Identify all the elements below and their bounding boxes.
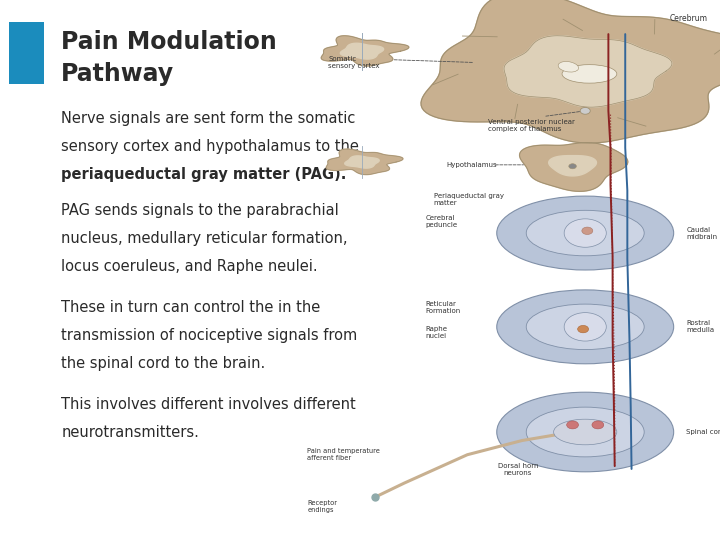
Ellipse shape: [526, 407, 644, 457]
Ellipse shape: [562, 65, 617, 83]
Circle shape: [580, 107, 590, 114]
Text: sensory cortex and hypothalamus to the: sensory cortex and hypothalamus to the: [61, 139, 359, 154]
Text: Hypothalamus: Hypothalamus: [446, 162, 497, 168]
Text: These in turn can control the in the: These in turn can control the in the: [61, 300, 320, 315]
Text: neurotransmitters.: neurotransmitters.: [61, 425, 199, 440]
Bar: [9, 22, 44, 84]
Ellipse shape: [526, 210, 644, 256]
Text: PAG sends signals to the parabrachial: PAG sends signals to the parabrachial: [61, 202, 339, 218]
Text: Pain Modulation: Pain Modulation: [61, 30, 277, 53]
Text: Spinal cord: Spinal cord: [686, 429, 720, 435]
Polygon shape: [326, 149, 403, 174]
Text: Cerebral
peduncle: Cerebral peduncle: [425, 215, 457, 228]
Circle shape: [564, 313, 606, 341]
Circle shape: [592, 421, 604, 429]
Polygon shape: [341, 43, 384, 59]
Ellipse shape: [558, 62, 579, 72]
Text: Dorsal horn
neurons: Dorsal horn neurons: [498, 463, 538, 476]
Ellipse shape: [526, 304, 644, 349]
Text: Nerve signals are sent form the somatic: Nerve signals are sent form the somatic: [61, 111, 356, 126]
Text: Somatic
sensory cortex: Somatic sensory cortex: [328, 56, 379, 69]
Text: Receptor
endings: Receptor endings: [307, 500, 337, 512]
Text: transmission of nociceptive signals from: transmission of nociceptive signals from: [61, 328, 357, 343]
Text: the spinal cord to the brain.: the spinal cord to the brain.: [61, 356, 266, 371]
Polygon shape: [520, 143, 628, 191]
Text: locus coeruleus, and Raphe neulei.: locus coeruleus, and Raphe neulei.: [61, 259, 318, 274]
Polygon shape: [321, 36, 409, 66]
Ellipse shape: [554, 419, 617, 445]
Polygon shape: [345, 156, 379, 168]
Circle shape: [582, 227, 593, 234]
Text: Reticular
Formation: Reticular Formation: [425, 301, 460, 314]
Text: Caudal
midbrain: Caudal midbrain: [686, 227, 717, 240]
Text: Rostral
medulla: Rostral medulla: [686, 320, 714, 333]
Circle shape: [577, 326, 588, 333]
Text: This involves different involves different: This involves different involves differe…: [61, 397, 356, 412]
Text: Pain and temperature
afferent fiber: Pain and temperature afferent fiber: [307, 448, 380, 461]
Polygon shape: [549, 156, 596, 176]
Text: nucleus, medullary reticular formation,: nucleus, medullary reticular formation,: [61, 231, 348, 246]
Circle shape: [564, 219, 606, 247]
Text: Periaqueductal gray
matter: Periaqueductal gray matter: [433, 193, 503, 206]
Ellipse shape: [497, 290, 674, 364]
Text: Raphe
nuclei: Raphe nuclei: [425, 326, 447, 339]
Text: Pathway: Pathway: [61, 62, 174, 86]
Text: Cerebrum: Cerebrum: [670, 14, 708, 23]
Text: Ventral posterior nuclear
complex of thalamus: Ventral posterior nuclear complex of tha…: [488, 119, 575, 132]
Ellipse shape: [497, 392, 674, 472]
Circle shape: [567, 421, 578, 429]
Polygon shape: [504, 36, 672, 107]
Circle shape: [569, 164, 577, 169]
Ellipse shape: [497, 196, 674, 270]
Text: periaqueductal gray matter (PAG).: periaqueductal gray matter (PAG).: [61, 167, 346, 182]
Polygon shape: [421, 0, 720, 143]
